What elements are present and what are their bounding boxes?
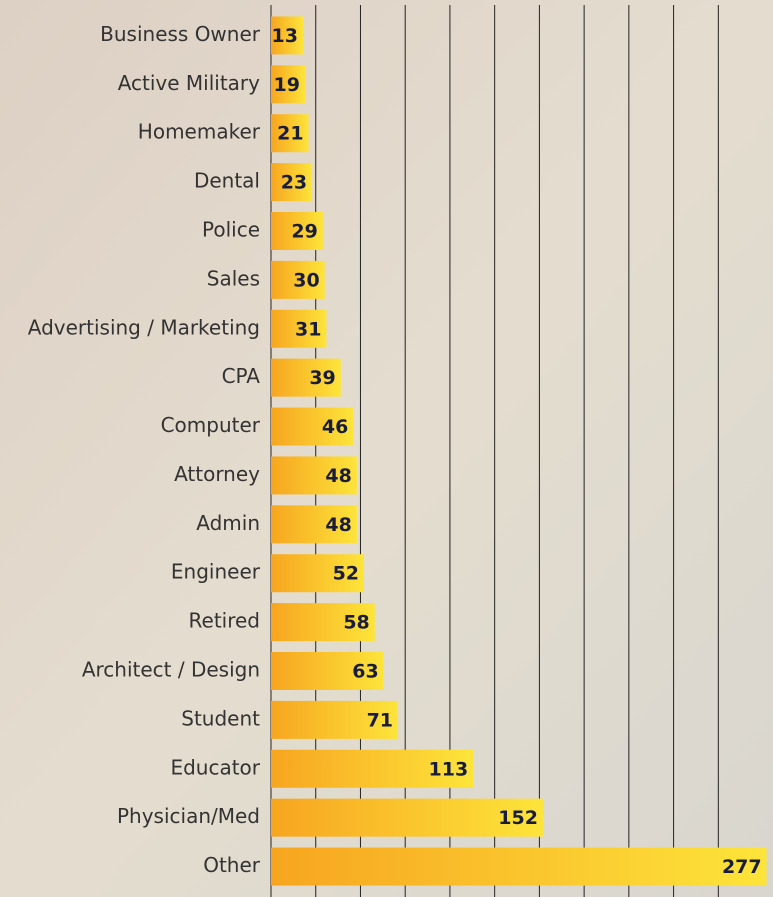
value-label: 63 <box>352 661 378 683</box>
category-label: Advertising / Marketing <box>28 315 260 339</box>
value-label: 46 <box>322 416 348 438</box>
category-label: Attorney <box>174 462 260 486</box>
category-label: Retired <box>189 609 260 633</box>
category-label: Computer <box>161 413 261 437</box>
value-label: 19 <box>274 74 300 96</box>
value-label: 58 <box>343 612 369 634</box>
value-label: 13 <box>272 25 298 47</box>
value-label: 30 <box>293 269 319 291</box>
category-label: Architect / Design <box>82 658 260 682</box>
chart: Business Owner 13 Active Military 19 Homemak… <box>0 0 773 897</box>
category-label: Police <box>202 218 260 242</box>
value-label: 48 <box>325 514 351 536</box>
value-label: 23 <box>281 172 307 194</box>
value-label: 31 <box>295 318 321 340</box>
category-label: Student <box>181 706 260 730</box>
category-label: Admin <box>196 511 260 535</box>
bar <box>271 848 767 886</box>
category-label: Homemaker <box>138 120 261 144</box>
page: Business Owner 13 Active Military 19 Homemak… <box>0 0 773 897</box>
value-label: 52 <box>333 563 359 585</box>
category-label: Sales <box>207 266 260 290</box>
value-label: 29 <box>291 221 317 243</box>
value-label: 152 <box>498 807 538 829</box>
category-label: Active Military <box>118 71 260 95</box>
value-label: 277 <box>722 856 762 878</box>
category-label: Physician/Med <box>117 804 260 828</box>
category-label: Business Owner <box>100 22 261 46</box>
value-label: 71 <box>367 709 393 731</box>
value-label: 113 <box>429 758 469 780</box>
category-label: CPA <box>222 364 261 388</box>
category-label: Engineer <box>171 560 261 584</box>
category-label: Other <box>203 853 261 877</box>
value-label: 48 <box>325 465 351 487</box>
category-label: Dental <box>194 169 260 193</box>
category-label: Educator <box>170 755 260 779</box>
value-label: 39 <box>309 367 335 389</box>
value-label: 21 <box>277 123 303 145</box>
